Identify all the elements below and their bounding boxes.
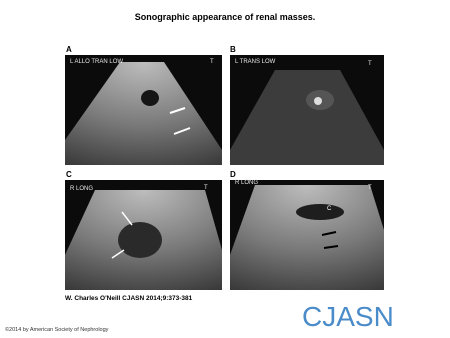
- panel-b: B L TRANS LOW T: [230, 45, 384, 165]
- panel-d: D R LONG T C: [230, 170, 384, 290]
- citation: W. Charles O'Neill CJASN 2014;9:373-381: [65, 295, 193, 302]
- image-annotation: C: [327, 206, 332, 212]
- title: Sonographic appearance of renal masses.: [135, 12, 316, 22]
- image-caption: R LONG: [70, 186, 93, 192]
- panel-a: A L ALLO TRAN LOW T: [65, 45, 222, 165]
- arrow: [321, 231, 337, 236]
- image-caption: R LONG: [235, 180, 258, 186]
- panel-label: A: [66, 45, 72, 54]
- panel-label: C: [66, 170, 72, 179]
- cyst: [296, 204, 344, 220]
- image-marker: T: [204, 185, 208, 191]
- arrow: [173, 127, 191, 135]
- ultrasound-fan: [230, 185, 384, 290]
- panel-label: B: [230, 45, 236, 54]
- image-marker: T: [368, 61, 372, 67]
- arrow: [111, 249, 125, 259]
- arrow: [323, 245, 339, 249]
- arrow: [169, 107, 186, 114]
- panel-label: D: [230, 170, 236, 179]
- image-caption: L ALLO TRAN LOW: [70, 59, 123, 65]
- panel-c: C R LONG T: [65, 170, 222, 290]
- mass: [118, 222, 162, 258]
- image-caption: L TRANS LOW: [235, 59, 276, 65]
- image-marker: T: [368, 185, 372, 191]
- mass: [314, 97, 322, 105]
- mass: [141, 90, 159, 106]
- ultrasound-fan: [230, 70, 384, 165]
- arrow: [121, 211, 133, 226]
- logo: CJASN: [302, 301, 394, 332]
- ultrasound-fan: [65, 62, 222, 165]
- image-marker: T: [210, 59, 214, 65]
- copyright: ©2014 by American Society of Nephrology: [5, 326, 109, 333]
